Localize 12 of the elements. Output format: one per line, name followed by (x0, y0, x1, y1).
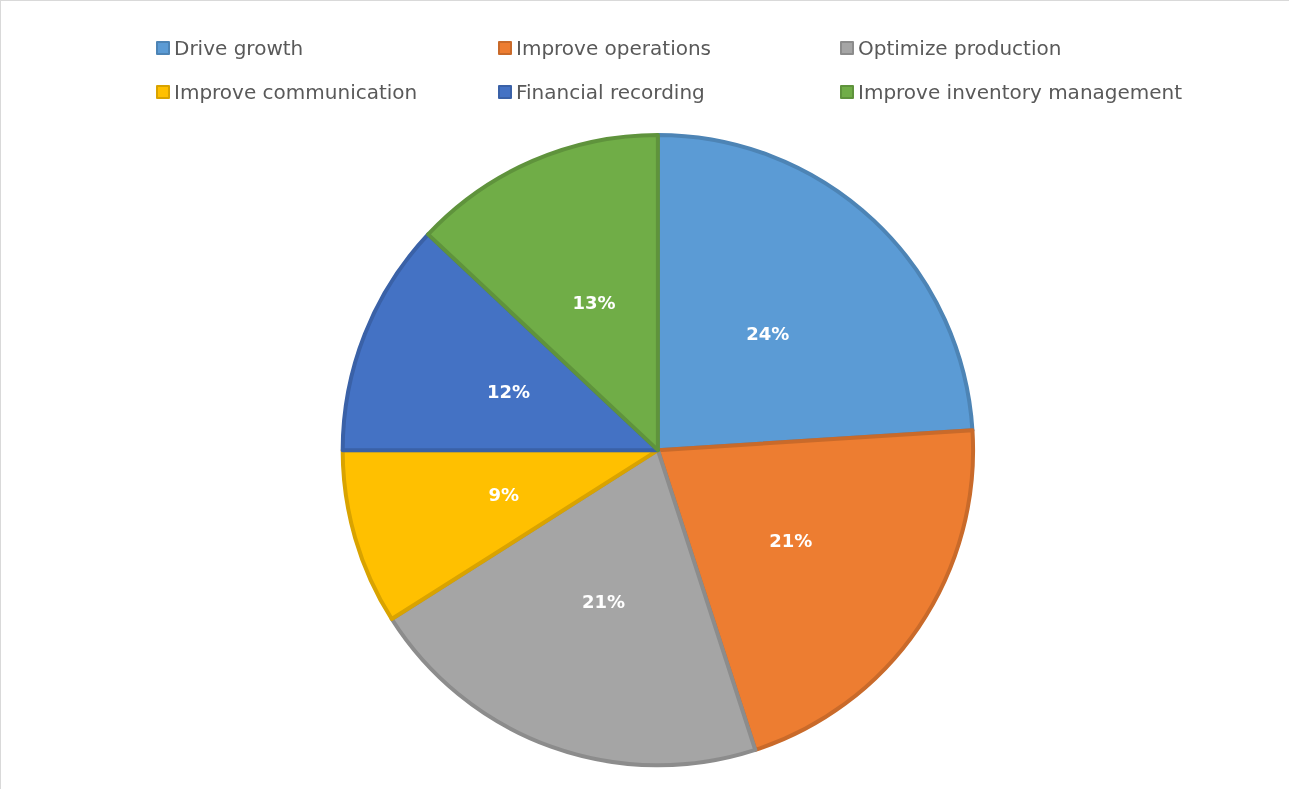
legend-label: Drive growth (174, 36, 304, 60)
legend-label: Improve inventory management (858, 80, 1183, 104)
legend-label: Improve communication (174, 80, 418, 104)
legend-label: Financial recording (516, 80, 705, 104)
data-label: 13% (572, 292, 616, 314)
data-label: 24% (746, 322, 790, 344)
data-label: 12% (487, 380, 531, 402)
legend-label: Improve operations (516, 36, 712, 60)
data-label: 21% (581, 590, 626, 612)
legend-label: Optimize production (858, 36, 1062, 60)
data-label: 21% (769, 529, 813, 551)
data-label: 9% (488, 484, 519, 506)
